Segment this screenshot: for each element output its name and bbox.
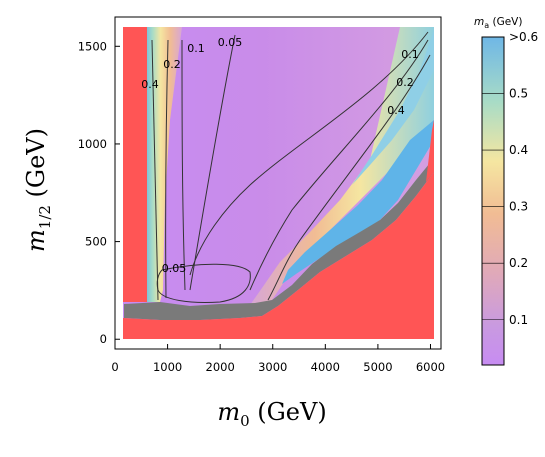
contour-lines — [151, 31, 431, 303]
x-tick-label: 5000 — [363, 360, 392, 374]
contour-0.05-island — [156, 263, 251, 303]
boundary-region — [124, 158, 434, 320]
y-tick-label: 1000 — [78, 137, 107, 151]
contour-0.4-left — [151, 39, 159, 301]
y-tick-label: 500 — [85, 235, 107, 249]
colorbar-title: ma (GeV) — [474, 16, 522, 30]
x-tick-label: 2000 — [206, 360, 235, 374]
contour-label-0.05-island: 0.05 — [162, 262, 187, 275]
y-tick-label: 1500 — [78, 39, 107, 53]
colorbar-ticks: >0.6 0.5 0.4 0.3 0.2 0.1 — [482, 30, 538, 327]
contour-label-0.1-right: 0.1 — [401, 48, 419, 61]
contour-label-0.1-top: 0.1 — [187, 42, 205, 55]
contour-label-0.4-right: 0.4 — [387, 104, 405, 117]
colorbar — [481, 36, 505, 366]
contour-0.1-left — [181, 39, 186, 291]
high-mass-region — [282, 65, 434, 284]
contour-0.2-left — [165, 39, 169, 299]
x-tick-label: 3000 — [258, 360, 287, 374]
contour-0.4-diag — [267, 54, 431, 301]
x-tick-label: 6000 — [416, 360, 445, 374]
y-axis-title: m1/2 (GeV) — [22, 128, 54, 252]
heatmap-field — [123, 27, 434, 339]
colorbar-tick-label: 0.4 — [509, 143, 528, 157]
colorbar-tick-label: >0.6 — [509, 30, 538, 44]
excluded-right-tip — [426, 120, 434, 182]
contour-label-0.2-top: 0.2 — [163, 58, 181, 71]
colorbar-tick-label: 0.2 — [509, 256, 528, 270]
colorbar-tick-label: 0.5 — [509, 87, 528, 101]
contour-0.1-diag — [189, 31, 429, 276]
x-axis: 0 1000 2000 3000 4000 5000 6000 — [111, 344, 445, 374]
x-axis-title: m0 (GeV) — [217, 398, 326, 430]
contour-label-0.2-right: 0.2 — [396, 76, 414, 89]
excluded-left-region — [123, 27, 147, 302]
x-tick-label: 0 — [111, 360, 118, 374]
y-axis: 0 500 1000 1500 — [78, 39, 120, 346]
left-colour-band — [143, 27, 182, 302]
excluded-bottom-region — [123, 172, 434, 339]
y-tick-label: 0 — [100, 332, 107, 346]
colorbar-tick-label: 0.1 — [509, 313, 528, 327]
colorbar-tick-label: 0.3 — [509, 200, 528, 214]
x-tick-label: 4000 — [311, 360, 340, 374]
contour-0.2-diag — [249, 39, 429, 291]
contour-label-0.05-top: 0.05 — [218, 36, 243, 49]
contour-0.05-upper — [189, 34, 236, 291]
contour-label-0.4-top: 0.4 — [141, 78, 159, 91]
x-tick-label: 1000 — [153, 360, 182, 374]
